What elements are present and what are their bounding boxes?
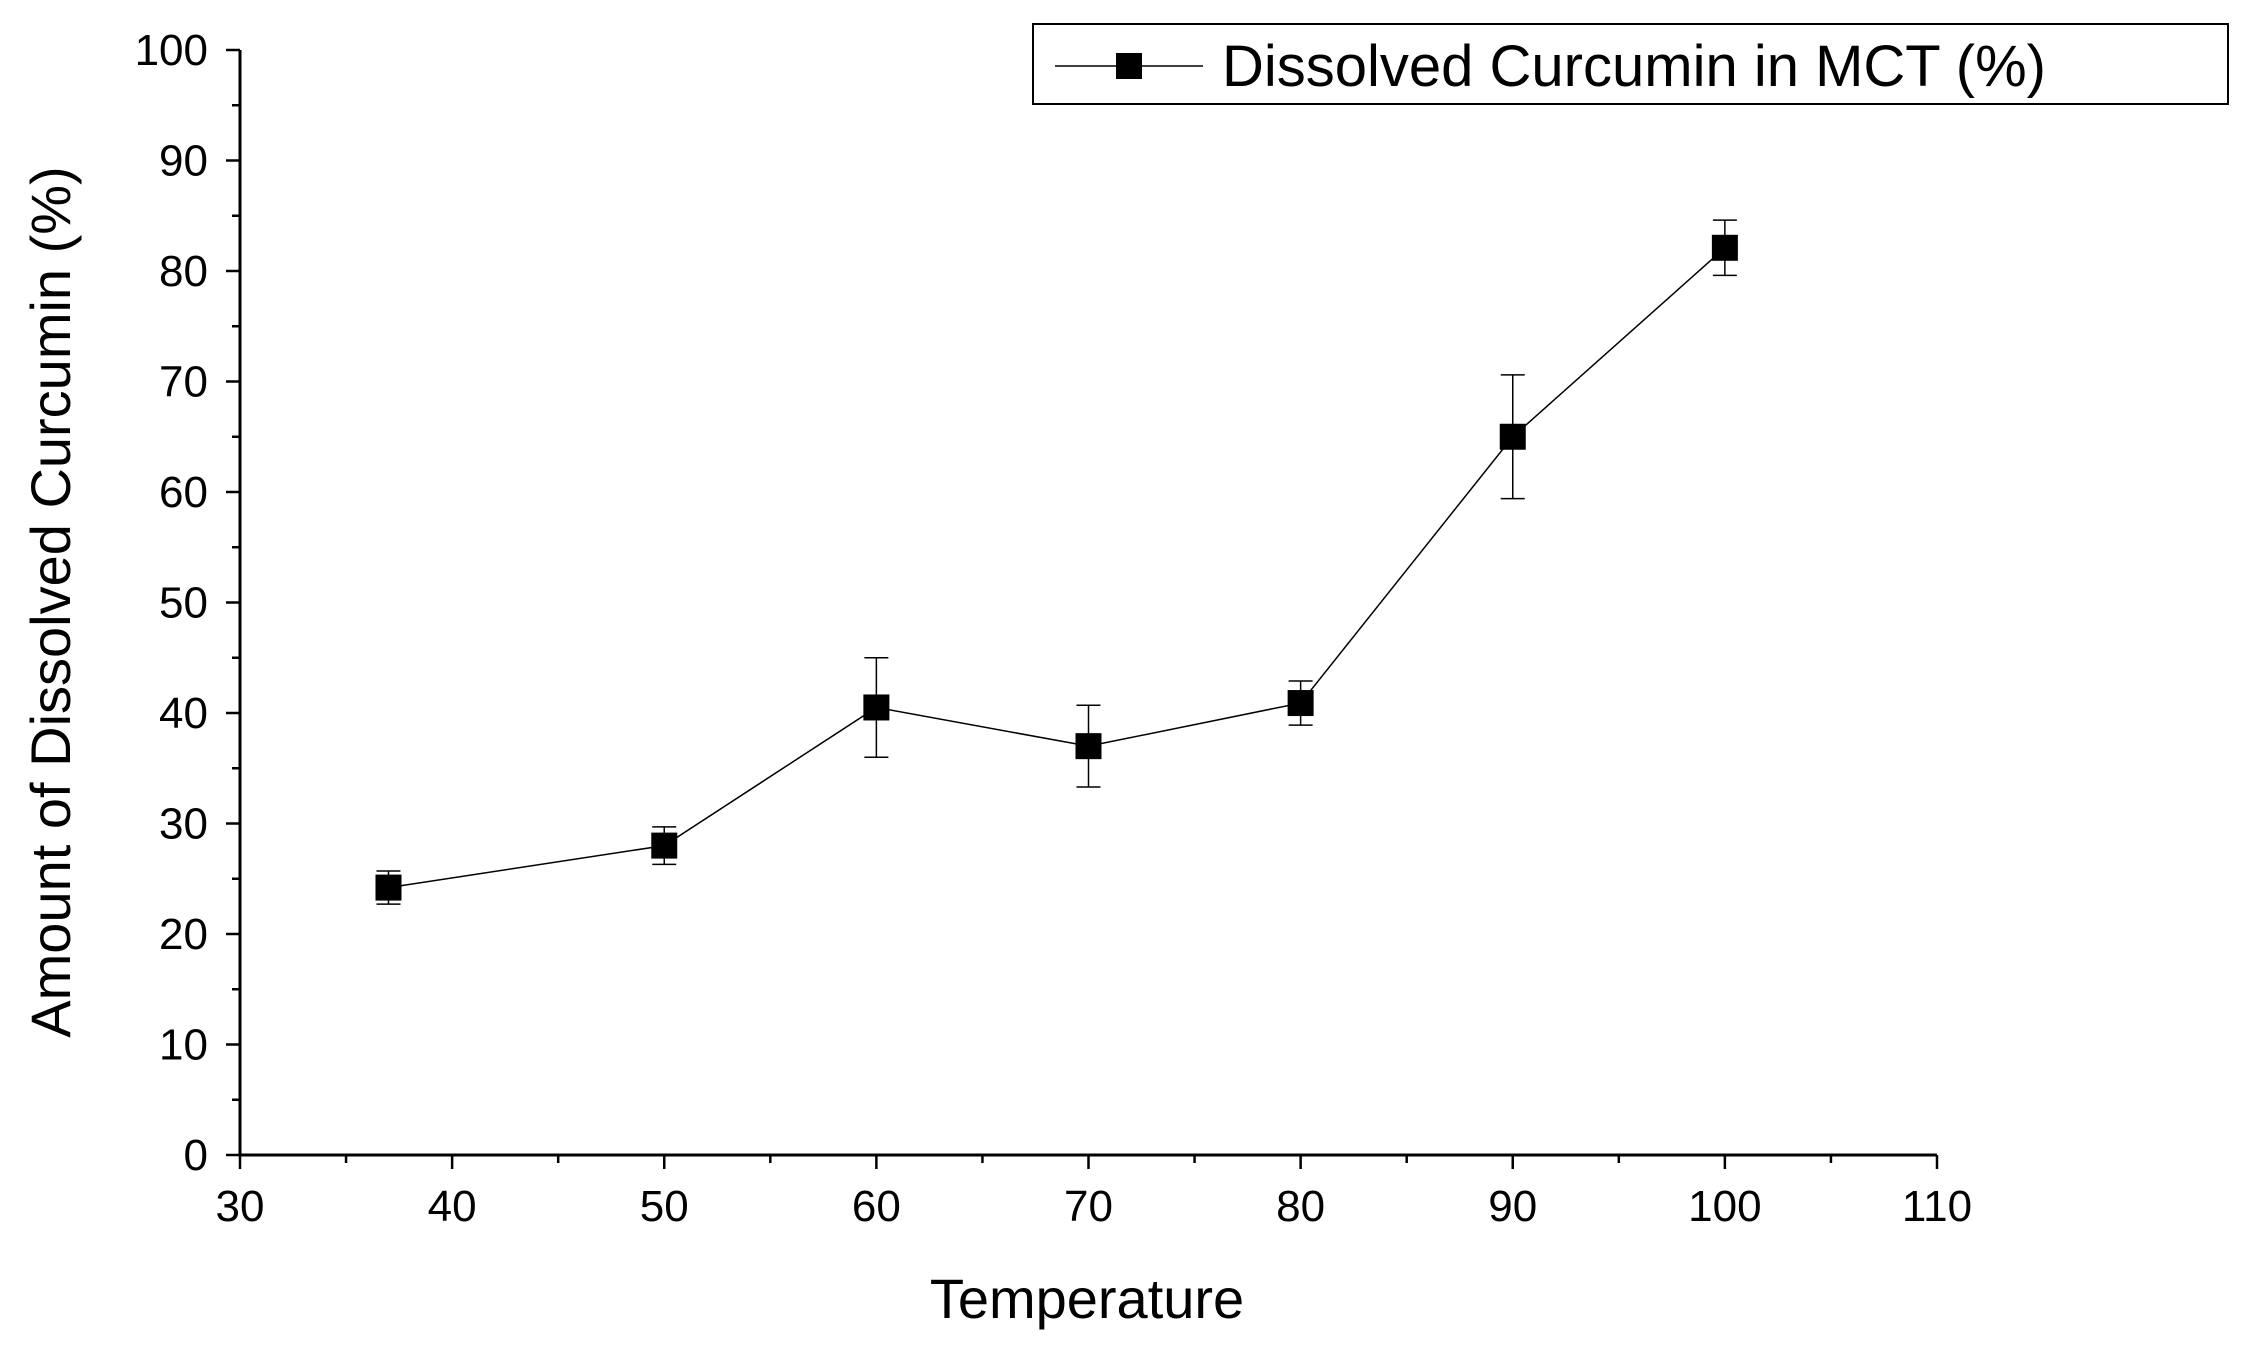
data-point [1287,690,1314,717]
y-axis-ticks: 0 10 20 30 40 50 60 70 80 90 100 [135,26,240,1180]
x-axis-title: Temperature [930,1267,1244,1330]
data-point [863,694,890,721]
y-axis-title: Amount of Dissolved Curcumin (%) [19,166,82,1037]
data-point [1711,234,1738,261]
x-tick-label: 50 [640,1182,689,1231]
legend: Dissolved Curcumin in MCT (%) [1032,23,2229,105]
y-tick-label: 90 [159,137,208,186]
y-tick-label: 30 [159,800,208,849]
y-tick-label: 70 [159,358,208,407]
y-tick-label: 10 [159,1021,208,1070]
y-tick-label: 60 [159,468,208,517]
y-tick-label: 50 [159,579,208,628]
y-tick-label: 0 [184,1131,208,1180]
x-tick-label: 90 [1488,1182,1537,1231]
plot-area [375,219,1738,905]
data-point [651,832,678,859]
data-point [1499,423,1526,450]
axes [238,50,1937,1157]
legend-label: Dissolved Curcumin in MCT (%) [1222,34,2046,99]
x-tick-label: 70 [1064,1182,1113,1231]
x-axis-ticks: 30 40 50 60 70 80 90 100 110 [216,1155,1972,1231]
legend-marker [1116,53,1142,79]
y-tick-label: 80 [159,247,208,296]
y-tick-label: 20 [159,910,208,959]
x-tick-label: 60 [852,1182,901,1231]
x-tick-label: 80 [1276,1182,1325,1231]
data-point [1075,733,1102,760]
y-tick-label: 40 [159,689,208,738]
x-tick-label: 40 [428,1182,477,1231]
x-tick-label: 100 [1688,1182,1761,1231]
x-tick-label: 110 [1902,1182,1972,1231]
y-tick-label: 100 [135,26,208,75]
legend-box [1032,23,2229,105]
x-tick-label: 30 [216,1182,265,1231]
data-point [375,874,402,901]
series-line [388,247,1726,889]
